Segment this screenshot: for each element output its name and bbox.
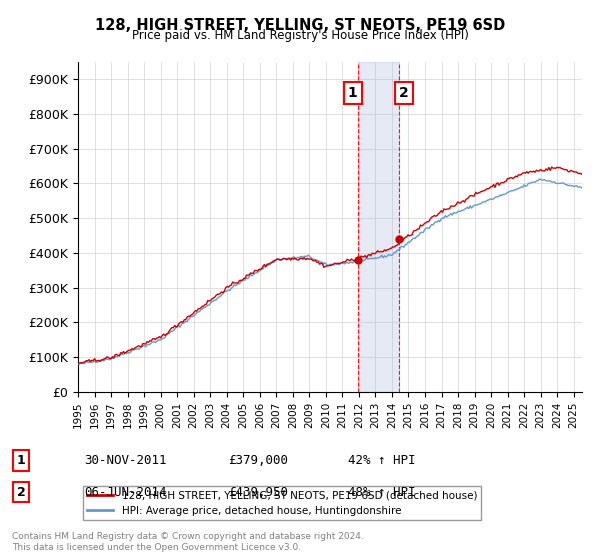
Text: Price paid vs. HM Land Registry's House Price Index (HPI): Price paid vs. HM Land Registry's House … xyxy=(131,29,469,42)
Text: £379,000: £379,000 xyxy=(228,454,288,467)
Text: 128, HIGH STREET, YELLING, ST NEOTS, PE19 6SD: 128, HIGH STREET, YELLING, ST NEOTS, PE1… xyxy=(95,18,505,33)
Text: 48% ↑ HPI: 48% ↑ HPI xyxy=(348,486,415,499)
Text: 2: 2 xyxy=(17,486,25,499)
Text: 30-NOV-2011: 30-NOV-2011 xyxy=(84,454,167,467)
Bar xyxy=(358,62,399,392)
Text: 06-JUN-2014: 06-JUN-2014 xyxy=(84,486,167,499)
Text: 42% ↑ HPI: 42% ↑ HPI xyxy=(348,454,415,467)
Text: 1: 1 xyxy=(17,454,25,467)
Legend: 128, HIGH STREET, YELLING, ST NEOTS, PE19 6SD (detached house), HPI: Average pri: 128, HIGH STREET, YELLING, ST NEOTS, PE1… xyxy=(83,487,481,520)
Text: 2: 2 xyxy=(399,86,409,100)
Text: £439,950: £439,950 xyxy=(228,486,288,499)
Text: 1: 1 xyxy=(348,86,358,100)
Text: Contains HM Land Registry data © Crown copyright and database right 2024.
This d: Contains HM Land Registry data © Crown c… xyxy=(12,532,364,552)
